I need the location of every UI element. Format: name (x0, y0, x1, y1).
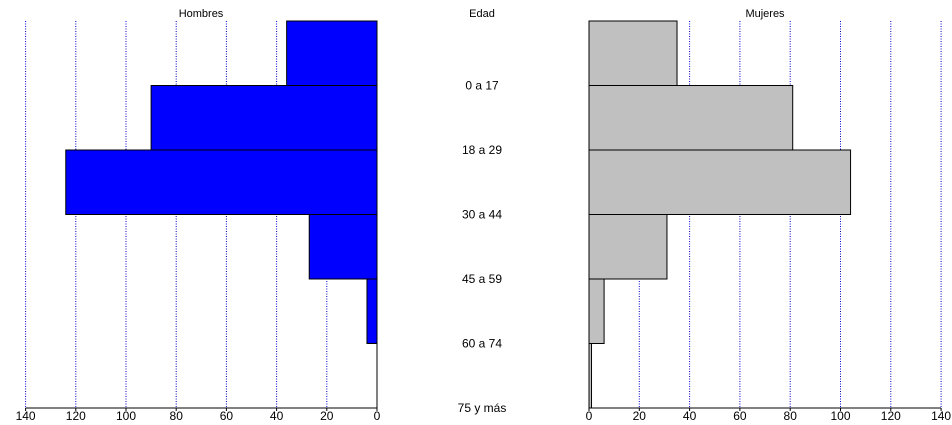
labels-layer: Hombres Mujeres Edad 0 0 20 20 40 40 60 60 80 80 1… (16, 8, 952, 423)
right-x-tick-label: 20 (633, 409, 647, 423)
bar-hombres-1 (150, 85, 378, 151)
age-group-label: 45 a 59 (462, 272, 502, 286)
bar-hombres-4 (366, 278, 378, 344)
right-x-tick-label: 120 (881, 409, 901, 423)
left-x-tick-label: 80 (170, 409, 184, 423)
bar-mujeres-4 (588, 278, 605, 344)
bar-mujeres-0 (588, 20, 678, 86)
right-x-tick-label: 80 (784, 409, 798, 423)
age-group-label: 18 a 29 (462, 143, 502, 157)
axis-layer (25, 21, 942, 411)
left-x-tick-label: 40 (270, 409, 284, 423)
left-panel-title: Hombres (179, 8, 224, 20)
right-x-tick-label: 140 (931, 409, 951, 423)
bar-hombres-2 (65, 149, 378, 215)
left-x-tick-label: 60 (220, 409, 234, 423)
bar-hombres-3 (308, 214, 378, 280)
age-group-label: 30 a 44 (462, 208, 502, 222)
right-x-tick-label: 40 (683, 409, 697, 423)
bar-mujeres-3 (588, 214, 668, 280)
right-x-tick-label: 100 (830, 409, 850, 423)
bars-layer (65, 20, 852, 409)
left-x-tick-label: 140 (16, 409, 36, 423)
left-x-tick-label: 100 (116, 409, 136, 423)
left-x-tick-label: 20 (320, 409, 334, 423)
left-x-tick-label: 120 (66, 409, 86, 423)
age-column-title: Edad (469, 8, 495, 20)
bar-mujeres-1 (588, 85, 794, 151)
right-x-tick-label: 60 (733, 409, 747, 423)
bar-mujeres-2 (588, 149, 852, 215)
age-group-label: 60 a 74 (462, 337, 502, 351)
left-x-tick-label: 0 (374, 409, 381, 423)
right-x-tick-label: 0 (586, 409, 593, 423)
age-group-label: 75 y más (458, 401, 507, 415)
age-group-label: 0 a 17 (465, 79, 499, 93)
bar-hombres-0 (286, 20, 378, 86)
right-panel-title: Mujeres (745, 8, 785, 20)
